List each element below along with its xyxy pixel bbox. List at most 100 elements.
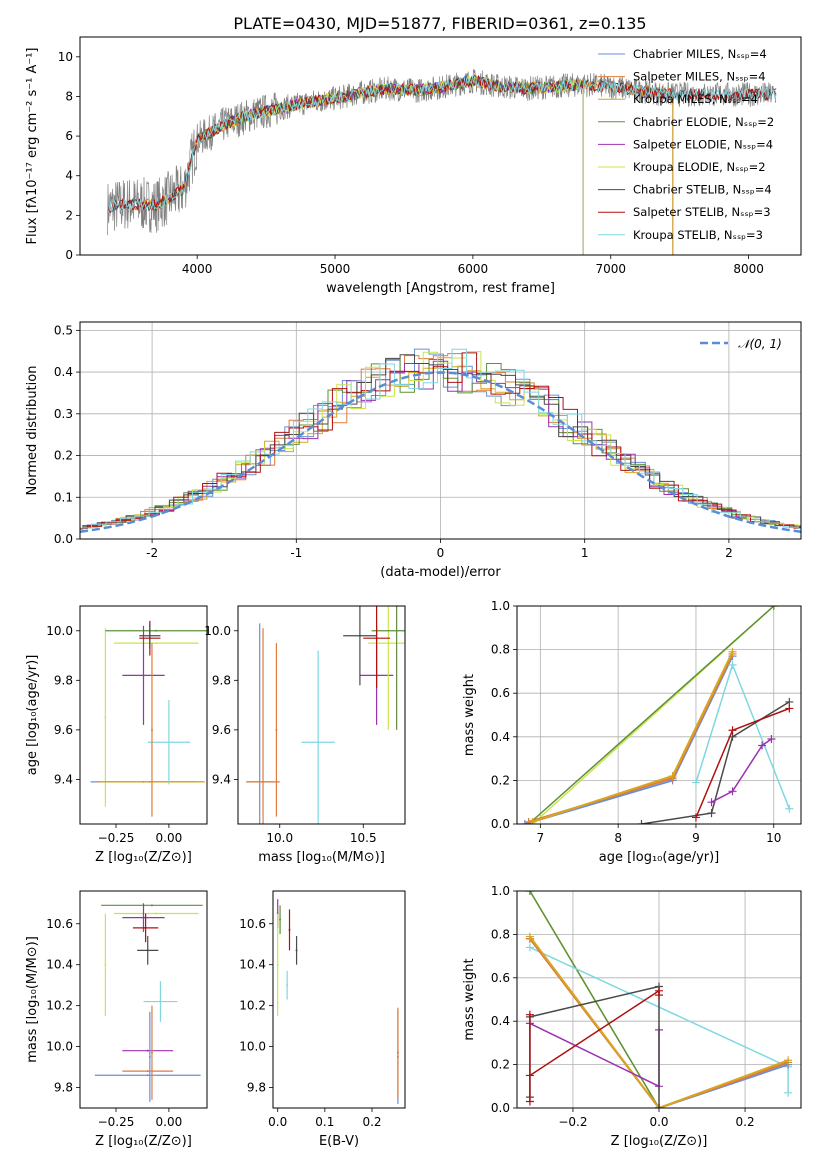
- series-marker: [668, 772, 677, 781]
- age-z-xtick-label: −0.25: [98, 831, 135, 845]
- errorbar-point: [146, 949, 149, 952]
- mass-z-ytick-label: 10.6: [46, 917, 73, 931]
- errorbar-point: [387, 642, 390, 645]
- errorbar-point: [279, 918, 282, 921]
- kroupa-miles-model-line: [135, 75, 674, 255]
- errorbar-point: [155, 629, 158, 632]
- series-marker: [655, 991, 663, 1000]
- age-mass-xlabel: mass [log₁₀(M/M⊙)]: [258, 850, 385, 865]
- legend-entry: Salpeter STELIB, Nₛₛₚ=3: [633, 205, 771, 219]
- errorbar-point: [150, 1051, 153, 1054]
- series-line: [528, 606, 775, 824]
- legend-entry: Kroupa STELIB, Nₛₛₚ=3: [633, 228, 763, 242]
- weight-age-xtick-label: 8: [614, 831, 622, 845]
- weight-age-xlabel: age [log₁₀(age/yr)]: [599, 850, 720, 865]
- mass-ebv-frame: [272, 890, 406, 1109]
- weight-age-ytick-label: 0.8: [491, 643, 510, 657]
- errorbar-point: [317, 741, 320, 744]
- series-marker: [785, 704, 794, 713]
- age-z-ytick-label: 9.4: [54, 772, 73, 786]
- weight-age-xtick-label: 9: [692, 831, 700, 845]
- series-marker: [728, 647, 737, 656]
- mass-ebv-ytick-label: 10.4: [239, 958, 266, 972]
- residuals-xtick-label: 1: [581, 546, 589, 560]
- mass-ebv-xtick-label: 0.2: [362, 1115, 381, 1129]
- residuals-xlabel: (data-model)/error: [380, 565, 501, 580]
- kroupa-stelib-model-line: [107, 74, 777, 214]
- figure-title: PLATE=0430, MJD=51877, FIBERID=0361, z=0…: [233, 14, 646, 33]
- spectrum-ytick-label: 8: [65, 89, 73, 103]
- mass-z-ytick-label: 10.4: [46, 958, 73, 972]
- errorbar-point: [150, 904, 153, 907]
- chabrier-miles-model-line: [134, 75, 674, 255]
- residuals-ytick-label: 0.0: [54, 532, 73, 546]
- mass-vs-metallicity-panel: −0.25 0.00 9.8 10.0 10.2 10.4 10.6 Z [log₁₀(Z/Z…: [25, 890, 208, 1149]
- series-line: [711, 738, 772, 803]
- spectrum-xtick-label: 7000: [595, 262, 626, 276]
- legend-entry: Salpeter MILES, Nₛₛₚ=4: [633, 70, 766, 84]
- weight-age-ytick-label: 0.6: [491, 686, 510, 700]
- age-mass-ytick-label: 9.8: [212, 673, 231, 687]
- age-mass-xtick-label: 10.0: [266, 831, 293, 845]
- errorbar-point: [396, 1051, 399, 1054]
- weight-age-ytick-label: 0.2: [491, 773, 510, 787]
- spectrum-ytick-label: 2: [65, 208, 73, 222]
- spectrum-xlabel: wavelength [Angstrom, rest frame]: [326, 281, 555, 296]
- mass-z-ytick-label: 10.0: [46, 1040, 73, 1054]
- mass-vs-ebv-panel: 0.0 0.1 0.2 9.8 10.0 10.2 10.4 10.6 E(B-V): [239, 890, 406, 1149]
- weight-z-xtick-label: −0.2: [558, 1115, 587, 1129]
- series-marker: [769, 606, 778, 610]
- spectrum-ytick-label: 0: [65, 248, 73, 262]
- spectrum-panel: 4000 5000 6000 7000 8000 0 2 4 6 8 10 wavelength [A…: [25, 36, 802, 296]
- errorbar-point: [275, 728, 278, 731]
- series-marker: [525, 891, 534, 895]
- age-z-ytick-label: 10.0: [46, 624, 73, 638]
- mass-ebv-xtick-label: 0.0: [268, 1115, 287, 1129]
- spectrum-ytick-label: 10: [58, 50, 73, 64]
- spectrum-ylabel: Flux [fλ10⁻¹⁷ erg cm⁻² s⁻¹ A⁻¹]: [25, 48, 40, 245]
- spectrum-frame: [79, 36, 802, 256]
- weight-z-ytick-label: 0.2: [491, 1058, 510, 1072]
- series-marker: [637, 820, 646, 824]
- series-marker: [528, 817, 537, 824]
- mass-weight-vs-metallicity-panel: −0.2 0.0 0.2 0.0 0.2 0.4 0.6 0.8 1.0 Z [log₁₀(Z/Z…: [462, 884, 802, 1149]
- legend-entry: Chabrier ELODIE, Nₛₛₚ=2: [633, 115, 774, 129]
- weight-z-xlabel: Z [log₁₀(Z/Z⊙)]: [611, 1134, 708, 1149]
- weight-z-ytick-label: 1.0: [491, 884, 510, 898]
- legend-entry: Kroupa ELODIE, Nₛₛₚ=2: [633, 160, 766, 174]
- weight-z-ytick-label: 0.8: [491, 927, 510, 941]
- weight-z-ytick-label: 0.6: [491, 971, 510, 985]
- age-mass-xtick-label: 10.5: [350, 831, 377, 845]
- errorbar-point: [150, 728, 153, 731]
- age-mass-frame: [237, 605, 406, 825]
- age-z-ytick-label: 9.8: [54, 673, 73, 687]
- errorbar-point: [104, 716, 107, 719]
- mass-z-xtick-label: −0.25: [98, 1115, 135, 1129]
- weight-age-ylabel: mass weight: [462, 674, 477, 756]
- age-mass-ytick-label: 9.6: [212, 723, 231, 737]
- mass-ebv-xlabel: E(B-V): [319, 1134, 359, 1149]
- weight-z-plot-area: [517, 891, 801, 1108]
- mass-z-xlabel: Z [log₁₀(Z/Z⊙)]: [95, 1134, 192, 1149]
- mass-z-plot-area: [94, 903, 203, 1102]
- chabrier-elodie-model-line: [196, 74, 584, 255]
- weight-age-frame: [516, 605, 802, 825]
- weight-age-xtick-label: 7: [537, 831, 545, 845]
- mass-weight-vs-age-panel: 7 8 9 10 0.0 0.2 0.4 0.6 0.8 1.0 age [log₁₀(age/yr…: [462, 599, 802, 865]
- mass-z-xtick-label: 0.00: [156, 1115, 183, 1129]
- legend-entry: Chabrier MILES, Nₛₛₚ=4: [633, 47, 767, 61]
- mass-z-ylabel: mass [log₁₀(M/M⊙)]: [25, 936, 40, 1063]
- salpeter-elodie-model-line: [196, 76, 584, 255]
- series-marker: [691, 813, 700, 822]
- errorbar-point: [288, 928, 291, 931]
- age-z-xlabel: Z [log₁₀(Z/Z⊙)]: [95, 850, 192, 865]
- errorbar-point: [167, 741, 170, 744]
- series-line: [529, 935, 789, 1108]
- series-marker: [525, 943, 534, 952]
- residuals-xtick-label: 2: [725, 546, 733, 560]
- errorbar-point: [144, 926, 147, 929]
- errorbar-point: [146, 1070, 149, 1073]
- errorbar-point: [142, 674, 145, 677]
- errorbar-point: [262, 780, 265, 783]
